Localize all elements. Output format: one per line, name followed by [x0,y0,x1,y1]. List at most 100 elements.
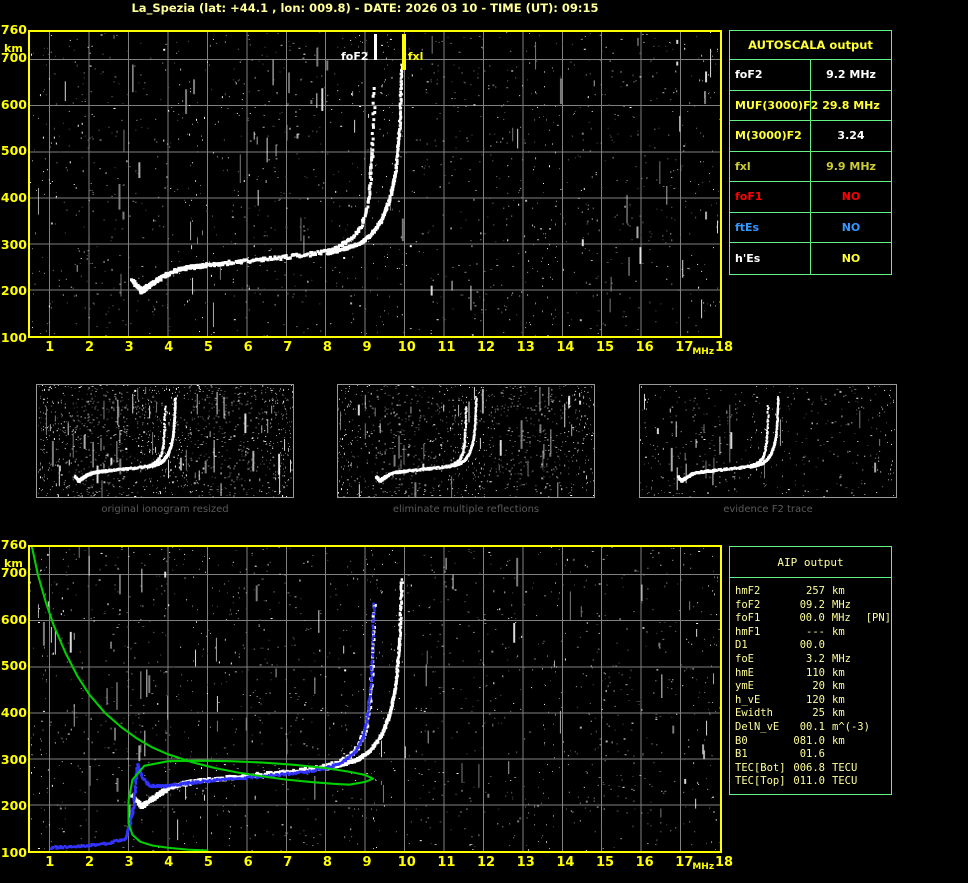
page-title: La_Spezia (lat: +44.1 , lon: 009.8) - DA… [131,1,599,15]
x-tick-label: 3 [124,855,134,870]
aip-parameter-unit: MHz [831,612,851,625]
x-tick-label: 2 [84,340,95,355]
panel-original-trace [74,397,177,483]
aip-row: D1 00.0 [735,639,891,653]
panel-original-ionogram-caption: original ionogram resized [101,504,229,515]
electron-density-profile-curve [30,547,375,851]
aip-output-table: AIP output hmF2 257 km foF2 09.2 MHz foF1 00.0 M… [729,546,892,795]
aip-row: B0 081.0 km [735,735,891,749]
autoscala-parameter-value: NO [841,190,861,204]
aip-parameter-value: 257 [806,585,825,597]
aip-parameter-name: foE [735,652,754,665]
aip-parameter-unit [832,639,866,653]
x-tick-label: 14 [556,340,575,355]
x-tick-label: 15 [595,340,615,355]
aip-parameter-name: B1 [735,748,748,761]
x-tick-label: 12 [477,340,496,355]
y-tick-label: 600 [0,96,27,112]
main-plot-noise [30,32,720,336]
aip-parameter-unit: MHz [832,652,851,665]
aip-parameter-name: foF1 [735,612,761,625]
autoscala-parameter-name: fxl [730,151,811,181]
y-tick-label: 760 [0,537,27,552]
aip-parameter-value: 011.0 [793,775,825,788]
aip-row: Ewidth 25 km [735,707,891,721]
aip-row: DelN_vE 00.1 m^(-3) [735,721,891,735]
x-tick-label: 17 [675,340,694,355]
x-tick-label: 8 [322,855,332,870]
x-tick-label: 18 [714,340,734,355]
aip-parameter-name: B0 [735,734,748,747]
aip-row: foF1 00.0 MHz [PN] [735,612,891,626]
autoscala-row: ftEs NO [730,212,891,243]
aip-parameter-unit: m^(-3) [832,720,870,733]
aip-parameter-value: 00.0 [799,612,825,625]
aip-parameter-value: 120 [806,693,825,706]
autoscala-parameter-value: NO [841,220,861,234]
x-tick-label: 5 [203,340,213,355]
aip-parameter-unit: km [832,680,845,693]
autoscala-parameter-value: 29.8 MHz [822,98,880,112]
aip-row: ymE 20 km [735,680,891,694]
x-tick-label: 1 [45,340,55,355]
x-tick-label: 18 [714,855,734,870]
aip-parameter-value: 00.1 [799,720,825,733]
y-tick-label: 700 [0,50,27,65]
y-tick-label: 700 [0,565,27,580]
x-tick-label: 15 [595,855,615,870]
autoscala-parameter-name: h'Es [730,243,811,274]
bottom-ionogram-plot[interactable] [28,545,722,853]
aip-parameter-value: 110 [806,666,825,679]
aip-row: hmE 110 km [735,667,891,681]
x-tick-label: 4 [164,855,174,870]
panel-evidence-noise [640,385,896,497]
aip-parameter-value: --- [806,625,825,638]
aip-parameter-unit: km [832,625,845,638]
fof2-marker-bar [374,34,378,60]
aip-parameter-extra: [PN] [865,612,891,625]
aip-parameter-value: 006.8 [793,761,825,774]
x-tick-label: 16 [635,340,654,355]
panel-evidence-f2-trace[interactable] [639,384,897,498]
y-tick-label: 400 [0,190,27,205]
autoscala-output-table: AUTOSCALA output foF2 9.2 MHz MUF(3000)F2 2… [729,30,892,275]
y-tick-label: 100 [0,330,27,345]
x-tick-label: 11 [437,340,456,355]
aip-parameter-unit: km [832,666,845,679]
aip-parameter-name: hmF2 [735,585,761,597]
x-tick-label: 4 [164,340,174,355]
panel-eliminate-reflections[interactable] [337,384,595,498]
x-axis-unit-label: MHz [692,347,715,357]
panel-eliminate-noise [338,385,594,497]
panel-original-ionogram[interactable] [36,384,294,498]
aip-parameter-name: foF2 [735,598,761,611]
autoscala-parameter-name: MUF(3000)F2 [730,90,818,120]
x-tick-label: 11 [437,855,456,870]
aip-parameter-name: ymE [735,680,754,693]
aip-parameter-value: 20 [812,680,825,693]
autoscala-parameter-name: foF2 [730,60,811,90]
aip-parameter-name: h_vE [735,693,761,706]
aip-rows: hmF2 257 km foF2 09.2 MHz foF1 00.0 MHz [PN] hmF1 -… [730,578,891,789]
x-tick-label: 17 [675,855,694,870]
aip-parameter-name: D1 [735,639,748,652]
y-axis-unit-label: km [4,557,23,570]
aip-row: hmF2 257 km [735,585,891,599]
aip-parameter-name: TEC[Bot] [735,761,786,774]
y-axis-unit-label: km [4,42,23,55]
x-tick-label: 9 [362,855,372,870]
autoscala-row: h'Es NO [730,243,891,274]
x-tick-label: 8 [322,340,332,355]
x-tick-label: 13 [516,855,535,870]
x-tick-label: 10 [397,340,416,355]
panel-eliminate-trace [374,396,478,483]
x-tick-label: 16 [635,855,654,870]
bottom-plot-echo-trace [50,578,404,851]
aip-row: h_vE 120 km [735,694,891,708]
x-tick-label: 14 [556,855,575,870]
autoscala-row: fxl 9.9 MHz [730,151,891,182]
autoscala-parameter-name: ftEs [730,212,811,242]
aip-row: TEC[Bot] 006.8 TECU [735,762,891,776]
main-ionogram-plot[interactable]: foF2 fxl [28,30,722,338]
fof2-marker-label: foF2 [341,50,369,63]
